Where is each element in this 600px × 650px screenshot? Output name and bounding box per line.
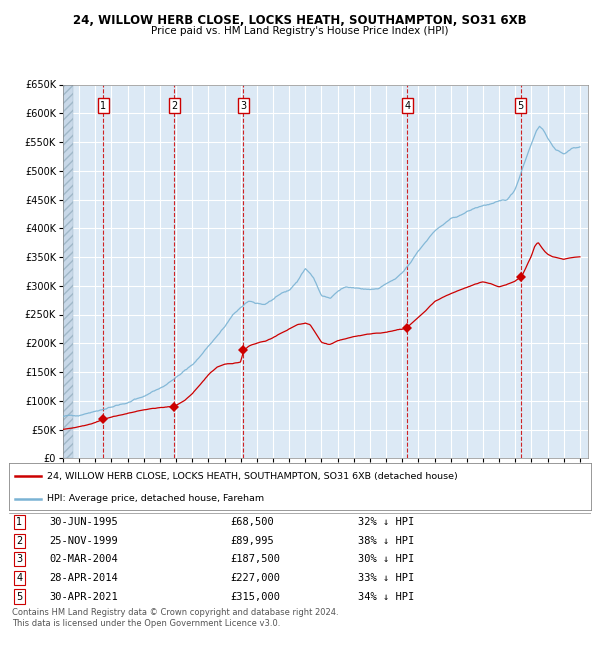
Text: This data is licensed under the Open Government Licence v3.0.: This data is licensed under the Open Gov…: [12, 619, 280, 628]
Text: 34% ↓ HPI: 34% ↓ HPI: [358, 592, 415, 601]
Text: 24, WILLOW HERB CLOSE, LOCKS HEATH, SOUTHAMPTON, SO31 6XB (detached house): 24, WILLOW HERB CLOSE, LOCKS HEATH, SOUT…: [47, 472, 458, 480]
Text: 2: 2: [172, 101, 178, 111]
Text: 28-APR-2014: 28-APR-2014: [50, 573, 118, 583]
Text: Contains HM Land Registry data © Crown copyright and database right 2024.: Contains HM Land Registry data © Crown c…: [12, 608, 338, 617]
Text: £227,000: £227,000: [230, 573, 280, 583]
Text: £68,500: £68,500: [230, 517, 274, 527]
Text: Price paid vs. HM Land Registry's House Price Index (HPI): Price paid vs. HM Land Registry's House …: [151, 26, 449, 36]
Text: 1: 1: [16, 517, 23, 527]
Text: £89,995: £89,995: [230, 536, 274, 546]
Text: 3: 3: [16, 554, 23, 564]
Text: 33% ↓ HPI: 33% ↓ HPI: [358, 573, 415, 583]
Text: 02-MAR-2004: 02-MAR-2004: [50, 554, 118, 564]
Text: 4: 4: [404, 101, 410, 111]
Text: 5: 5: [16, 592, 23, 601]
Text: 38% ↓ HPI: 38% ↓ HPI: [358, 536, 415, 546]
Text: 1: 1: [100, 101, 106, 111]
Text: £315,000: £315,000: [230, 592, 280, 601]
Text: 24, WILLOW HERB CLOSE, LOCKS HEATH, SOUTHAMPTON, SO31 6XB: 24, WILLOW HERB CLOSE, LOCKS HEATH, SOUT…: [73, 14, 527, 27]
Polygon shape: [63, 84, 73, 458]
Text: HPI: Average price, detached house, Fareham: HPI: Average price, detached house, Fare…: [47, 494, 264, 503]
Text: 30-JUN-1995: 30-JUN-1995: [50, 517, 118, 527]
Text: 30% ↓ HPI: 30% ↓ HPI: [358, 554, 415, 564]
Text: 32% ↓ HPI: 32% ↓ HPI: [358, 517, 415, 527]
Text: 4: 4: [16, 573, 23, 583]
Text: 3: 3: [241, 101, 247, 111]
Text: 5: 5: [518, 101, 524, 111]
Text: 30-APR-2021: 30-APR-2021: [50, 592, 118, 601]
Text: £187,500: £187,500: [230, 554, 280, 564]
Text: 2: 2: [16, 536, 23, 546]
Text: 25-NOV-1999: 25-NOV-1999: [50, 536, 118, 546]
